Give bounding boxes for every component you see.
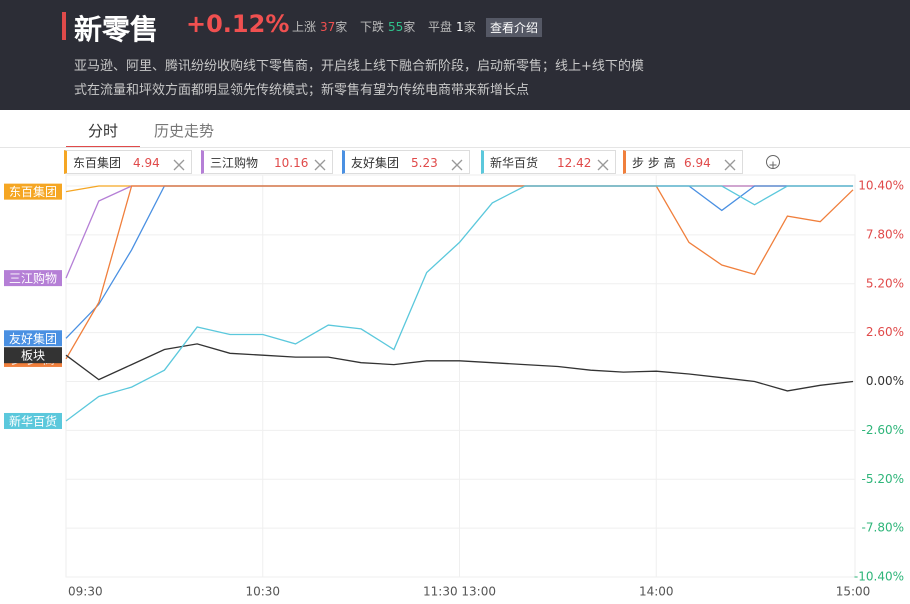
header: 新零售 +0.12% 查看介绍 亚马逊、阿里、腾讯纷纷收购线下零售商，开启线上线…	[0, 0, 910, 110]
y-tick-label: 10.40%	[858, 179, 904, 193]
y-tick-label: 0.00%	[866, 374, 904, 388]
stat-count: 55	[388, 20, 404, 34]
legend-item: 东百集团 4.94	[64, 150, 192, 174]
y-tick-label: 5.20%	[866, 276, 904, 290]
legend-item: 友好集团 5.23	[342, 150, 470, 174]
series-tag-label: 新华百货	[9, 413, 57, 428]
y-tick-label: -2.60%	[862, 423, 904, 437]
x-tick-label: 15:00	[836, 585, 871, 599]
stat: 下跌 55家	[360, 18, 415, 35]
legend-price: 10.16	[274, 156, 309, 170]
y-tick-label: -5.20%	[862, 472, 904, 486]
tab[interactable]: 分时	[88, 122, 119, 140]
description: 亚马逊、阿里、腾讯纷纷收购线下零售商，开启线上线下融合新阶段，启动新零售；线上+…	[74, 59, 644, 74]
stat-label: 上涨	[292, 20, 317, 34]
series-line	[65, 343, 854, 392]
x-tick-label: 11:30 13:00	[423, 585, 496, 599]
series-tag-label: 步 步 高	[11, 351, 55, 366]
title-bar	[62, 12, 66, 40]
title: 新零售	[74, 13, 159, 46]
series-tag-label: 友好集团	[9, 331, 57, 346]
stat: 上涨 37家	[292, 18, 347, 35]
legend-name: 东百集团	[73, 156, 122, 170]
legend-name: 新华百货	[490, 156, 539, 170]
legend-item: 步 步 高 6.94	[623, 150, 743, 174]
y-tick-label: -10.40%	[854, 570, 904, 584]
y-tick-label: 2.60%	[866, 325, 904, 339]
close-button[interactable]	[451, 155, 463, 171]
series-tag	[4, 330, 62, 347]
tab[interactable]: 历史走势	[154, 122, 215, 140]
series-line	[65, 185, 853, 279]
series-line	[65, 185, 853, 193]
legend-item: 三江购物 10.16	[201, 150, 333, 174]
series-tag-label: 三江购物	[9, 271, 57, 286]
stat: 平盘 1家	[428, 18, 476, 35]
stat-label: 下跌	[360, 20, 385, 34]
x-tick-label: 14:00	[639, 585, 674, 599]
close-button[interactable]	[314, 155, 326, 171]
change: +0.12%	[186, 10, 290, 38]
series-tag	[4, 347, 62, 364]
series-tag	[4, 183, 62, 200]
y-tick-label: 7.80%	[866, 227, 904, 241]
x-tick-label: 09:30	[68, 585, 103, 599]
close-button[interactable]	[597, 155, 609, 171]
stat-count: 37	[320, 20, 336, 34]
series-tag-label: 板块	[21, 349, 45, 363]
series-tag-label: 东百集团	[9, 184, 57, 199]
series-tag	[4, 270, 62, 287]
description: 式在流量和坪效方面都明显领先传统模式；新零售有望为传统电商带来新增长点	[74, 83, 530, 98]
legend-name: 友好集团	[351, 156, 400, 170]
close-button[interactable]	[173, 155, 185, 171]
legend-price: 4.94	[133, 156, 160, 170]
legend-price: 12.42	[557, 156, 592, 170]
stat-label: 平盘	[428, 20, 453, 34]
legend-price: 6.94	[684, 156, 711, 170]
legend-name: 步 步 高	[632, 156, 676, 170]
legend-item: 新华百货 12.42	[481, 150, 616, 174]
y-tick-label: -7.80%	[862, 521, 904, 535]
stat-count: 1	[456, 20, 464, 34]
x-tick-label: 10:30	[245, 585, 280, 599]
series-line	[65, 185, 854, 360]
legend-price: 5.23	[411, 156, 438, 170]
stat-unit: 家	[463, 20, 476, 34]
add-button[interactable]	[766, 155, 780, 169]
legend-name: 三江购物	[210, 156, 259, 170]
stat-unit: 家	[403, 20, 416, 34]
series-line	[65, 185, 853, 339]
series-tag	[4, 350, 62, 367]
intro-button[interactable]: 查看介绍	[486, 18, 543, 37]
stat-unit: 家	[335, 20, 348, 34]
close-button[interactable]	[724, 155, 736, 171]
series-line	[65, 185, 853, 422]
divider	[0, 147, 910, 148]
plot-area	[65, 174, 856, 578]
series-tag	[4, 412, 62, 429]
